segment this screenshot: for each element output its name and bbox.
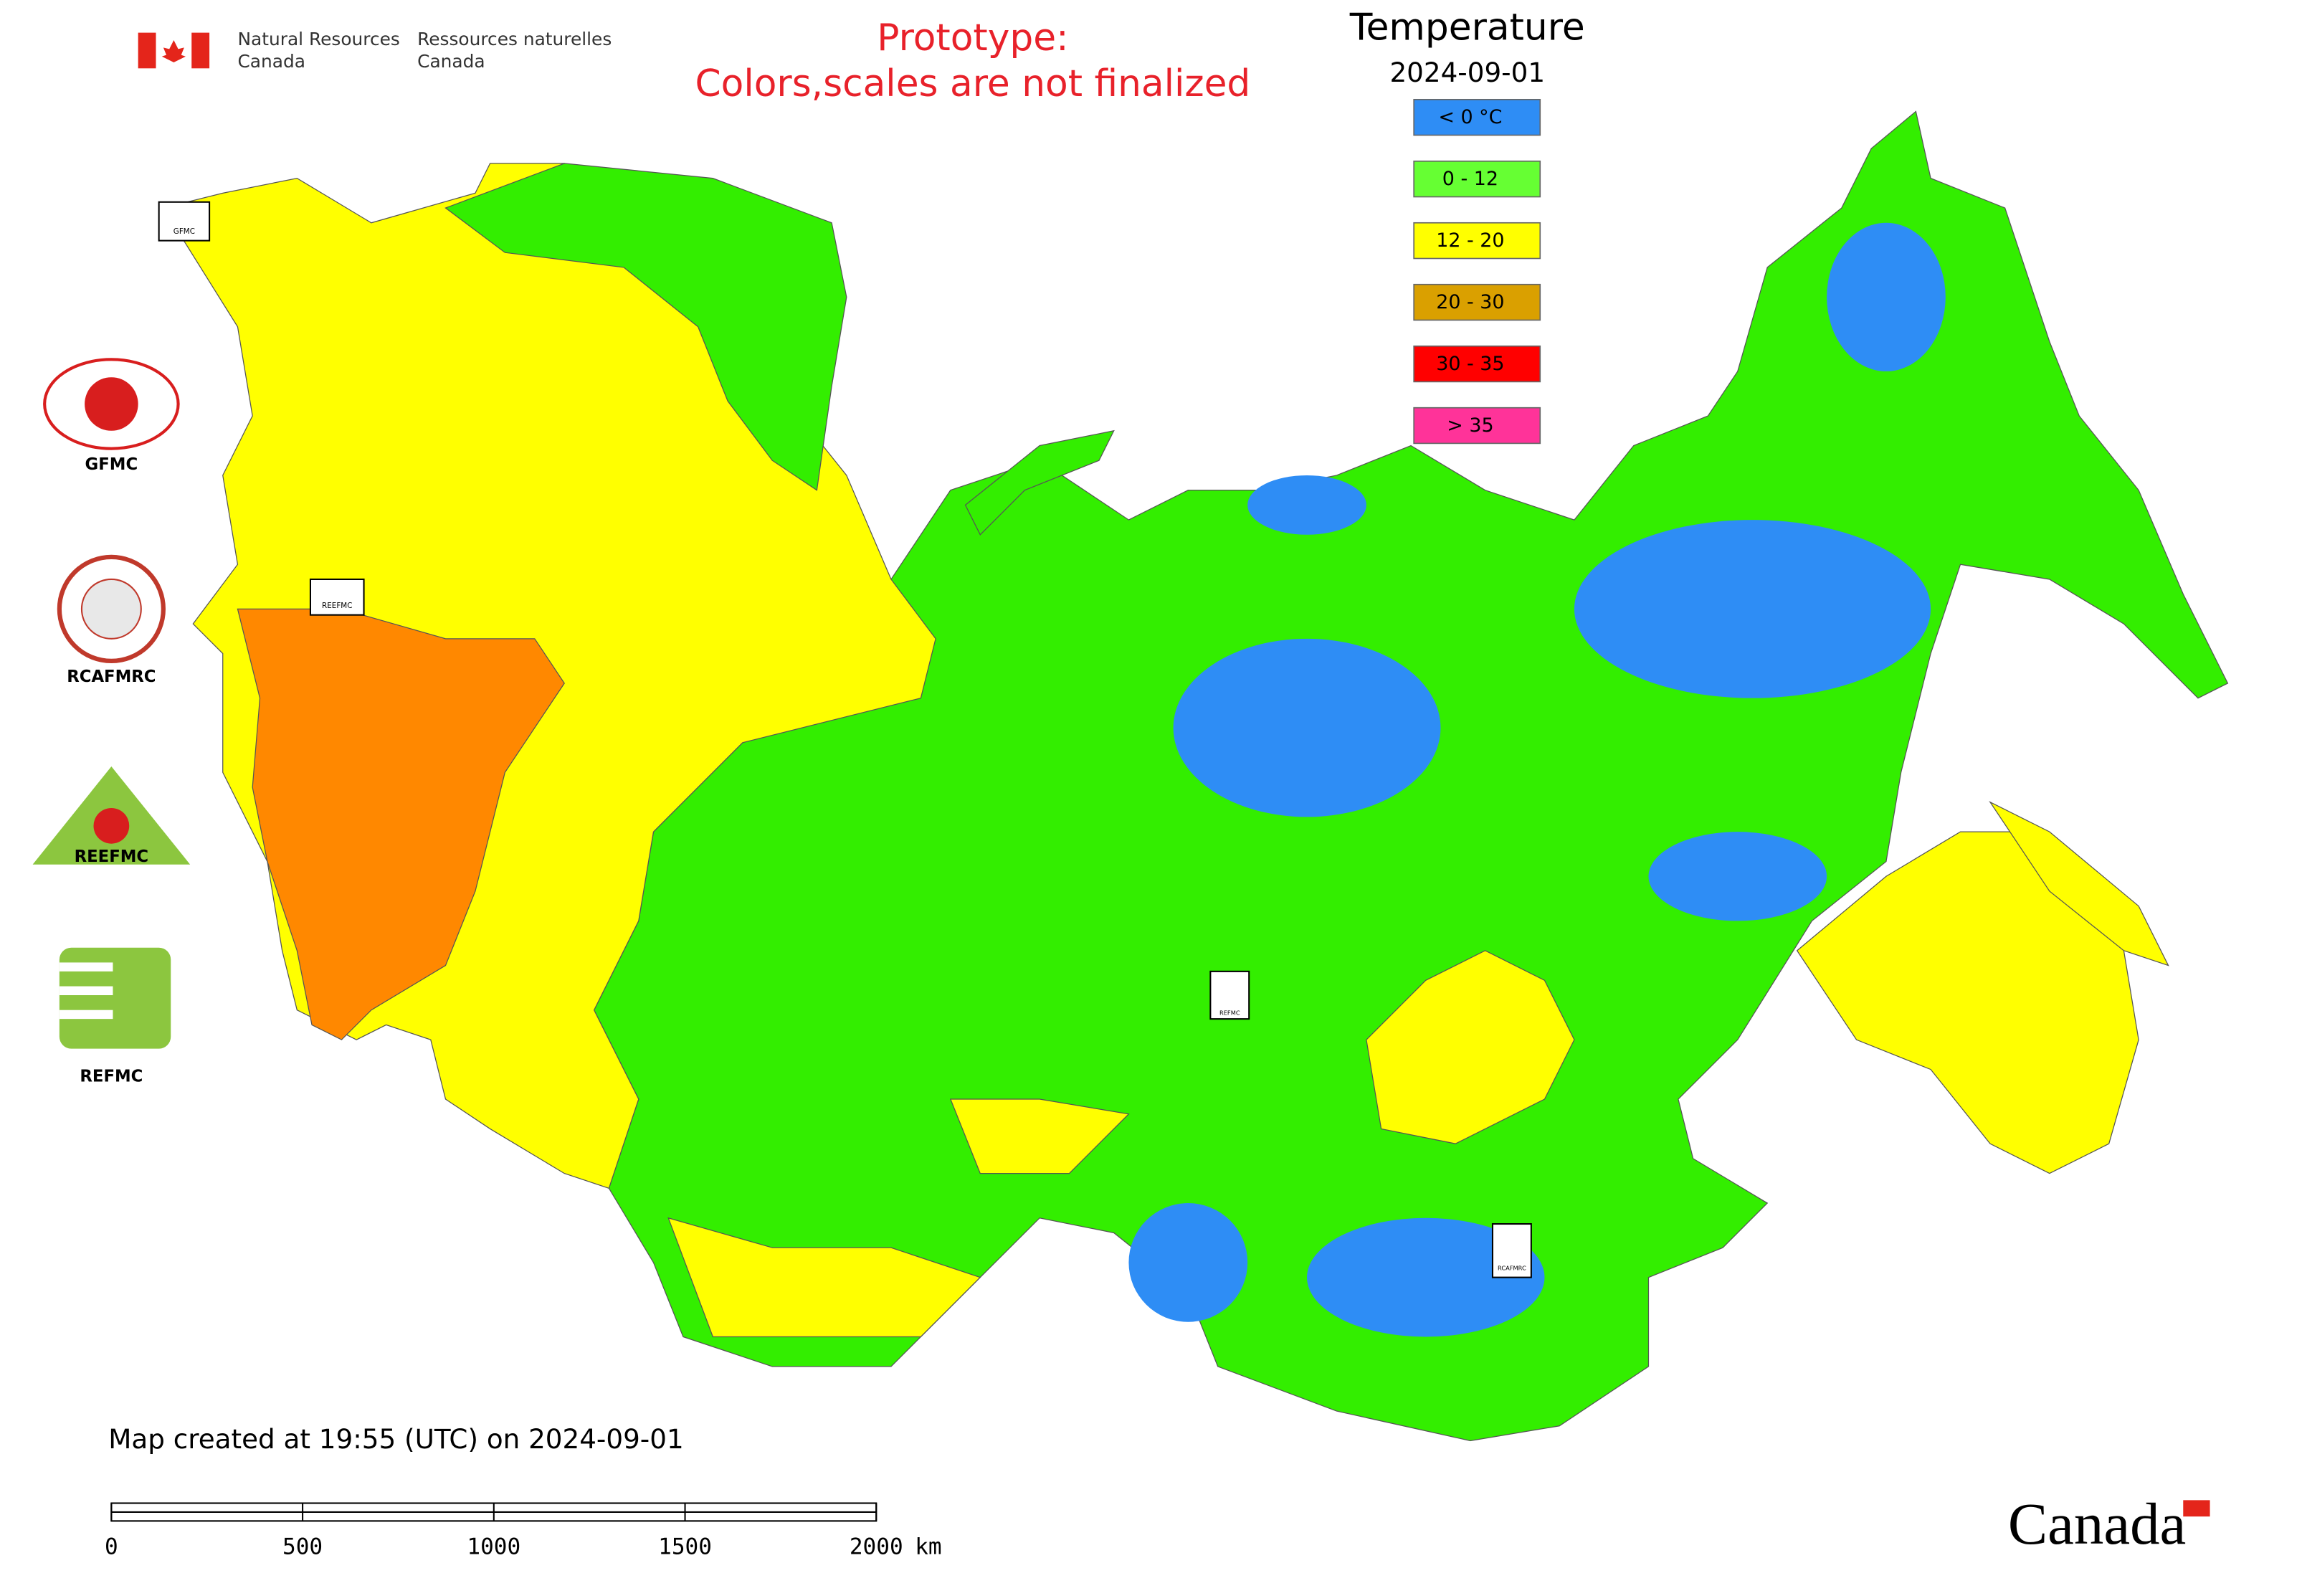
region-warm — [1989, 801, 2169, 966]
marker-label: REFMC — [1219, 1009, 1240, 1016]
region-cold — [1247, 475, 1366, 535]
legend-label: < 0 °C — [1438, 106, 1502, 128]
marker-box — [1209, 970, 1250, 1020]
marker-label: REEFMC — [322, 602, 352, 610]
org-fr: Canada — [417, 51, 485, 72]
org-en: Natural Resources — [237, 29, 399, 49]
legend-label: > 35 — [1447, 414, 1493, 437]
legend-title: Temperature — [1349, 6, 1585, 49]
region-hot — [237, 608, 565, 1040]
marker-label: RCAFMRC — [1498, 1265, 1526, 1272]
logo-flame — [85, 377, 138, 431]
canada-wordmark: Canada — [2008, 1491, 2186, 1557]
logo-label: REEFMC — [75, 847, 149, 866]
region-cold — [1307, 1217, 1545, 1337]
marker-label: GFMC — [173, 227, 195, 236]
island — [964, 429, 1115, 536]
legend-swatch — [1413, 222, 1541, 260]
legend-label: 12 - 20 — [1436, 229, 1504, 252]
org-fr: Ressources naturelles — [417, 29, 612, 49]
cold-patches — [1128, 222, 1946, 1337]
legend-swatch — [1413, 345, 1541, 383]
nrcan-signature: Natural Resources Canada Ressources natu… — [138, 29, 612, 72]
legend-swatch — [1413, 407, 1541, 445]
region-cool — [444, 163, 847, 491]
region-cold — [1574, 520, 1931, 698]
region-cold — [1128, 1203, 1248, 1322]
legend-label: 30 - 35 — [1436, 353, 1504, 375]
legend-label: 20 - 30 — [1436, 291, 1504, 313]
region-warm — [667, 1217, 981, 1338]
legend-swatch — [1413, 283, 1541, 321]
logo-globe — [43, 358, 180, 450]
logo-stripe — [59, 1010, 113, 1020]
flag-bar — [191, 32, 210, 69]
scale-unit: km — [915, 1534, 941, 1560]
legend-label: 0 - 12 — [1442, 168, 1498, 190]
scale-label: 0 — [105, 1534, 118, 1560]
logos: GFMC RCAFMRC REEFMC REFMC — [32, 358, 191, 1086]
logo-label: GFMC — [85, 455, 138, 474]
logo-seal — [80, 578, 142, 640]
logo-square — [59, 947, 171, 1049]
legend-swatch — [1413, 98, 1541, 136]
flag-bar — [138, 32, 156, 69]
region-warm — [1796, 831, 2139, 1174]
region-cold — [1648, 832, 1827, 921]
legend-swatch — [1413, 160, 1541, 198]
logo-label: REFMC — [80, 1067, 143, 1086]
legend: Temperature 2024-09-01 < 0 °C 0 - 12 12 - … — [1349, 6, 1585, 445]
scale-bar: 0 500 1000 1500 2000 km — [105, 1502, 942, 1560]
org-en: Canada — [237, 51, 305, 72]
region-warm — [949, 1098, 1130, 1174]
map-area — [162, 110, 2229, 1442]
logo-flame — [93, 807, 130, 844]
wordmark-flag — [2183, 1500, 2210, 1517]
marker-box — [158, 201, 211, 242]
logo-stripe — [59, 962, 113, 972]
marker-box — [1491, 1222, 1532, 1278]
scale-label: 500 — [282, 1534, 323, 1560]
scale-label: 2000 — [850, 1534, 903, 1560]
created-note: Map created at 19:55 (UTC) on 2024-09-01 — [108, 1423, 683, 1455]
prototype-note: Prototype: — [877, 16, 1068, 60]
marker-box — [309, 578, 365, 616]
legend-date: 2024-09-01 — [1389, 57, 1545, 88]
region-cold — [1827, 222, 1946, 371]
maple-leaf — [161, 39, 186, 63]
logo-label: RCAFMRC — [67, 668, 156, 686]
scale-label: 1500 — [658, 1534, 712, 1560]
map-markers: GFMC REEFMC REFMC RCAFMRC — [158, 201, 1532, 1278]
region-warm — [1366, 950, 1575, 1144]
region-cold — [1173, 638, 1441, 817]
scale-label: 1000 — [467, 1534, 520, 1560]
logo-stripe — [59, 986, 113, 996]
prototype-note: Colors,scales are not finalized — [695, 62, 1251, 105]
